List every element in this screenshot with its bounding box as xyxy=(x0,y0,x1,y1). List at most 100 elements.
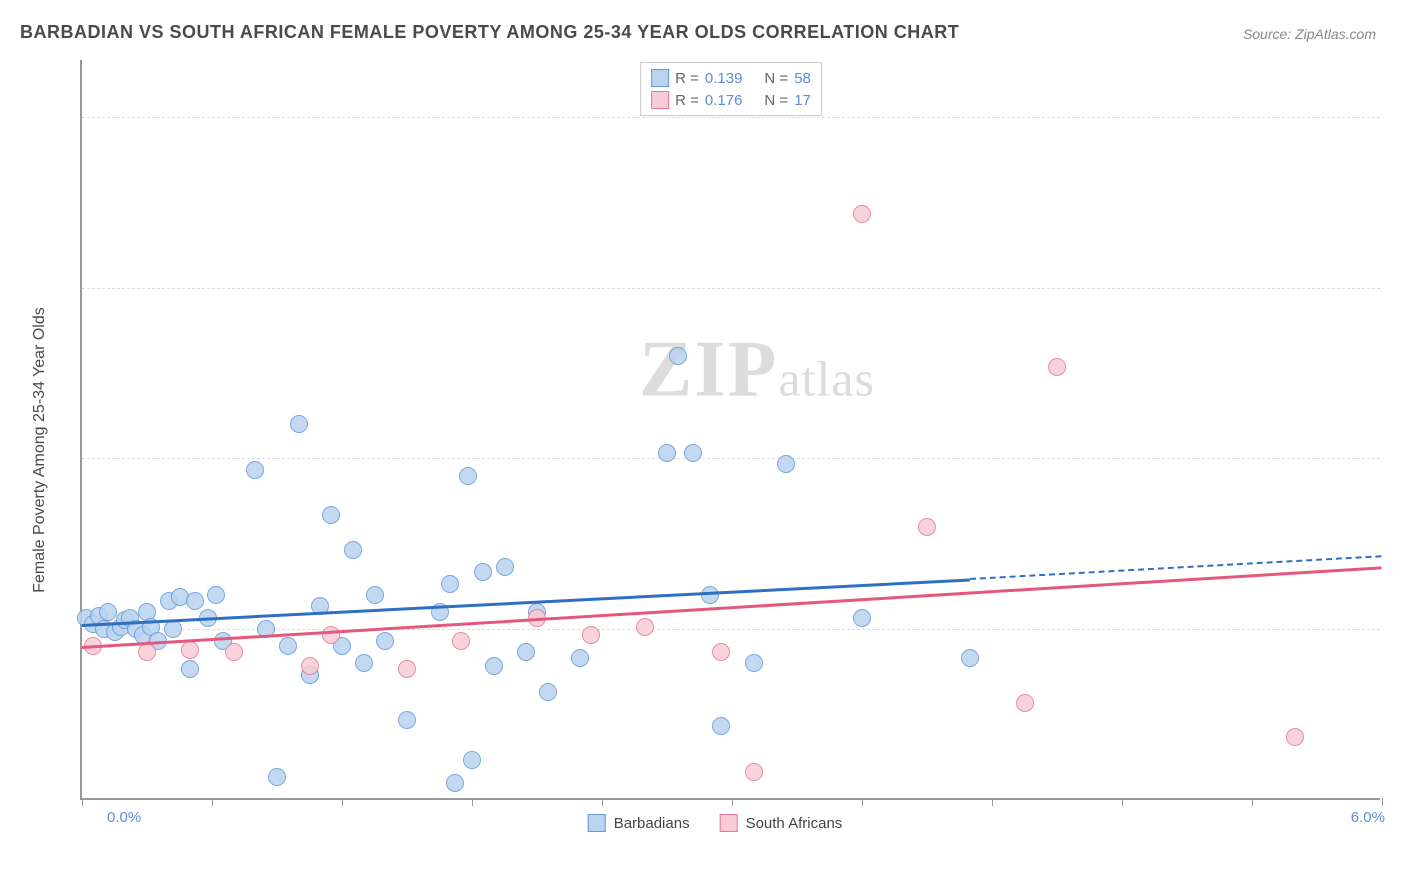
scatter-point xyxy=(246,461,264,479)
bottom-legend: Barbadians South Africans xyxy=(588,814,843,832)
x-axis-max-label: 6.0% xyxy=(1351,809,1385,826)
y-tick-label: 60.0% xyxy=(1390,108,1406,125)
scatter-point xyxy=(181,641,199,659)
scatter-point xyxy=(398,711,416,729)
scatter-point xyxy=(279,637,297,655)
scatter-point xyxy=(701,586,719,604)
legend-item: South Africans xyxy=(720,814,843,832)
scatter-point xyxy=(745,763,763,781)
stat-n-label: N = xyxy=(764,70,788,87)
watermark-main: ZIP xyxy=(639,325,778,413)
x-tick xyxy=(1382,798,1383,806)
scatter-point xyxy=(181,660,199,678)
gridline xyxy=(82,458,1380,459)
scatter-point xyxy=(474,563,492,581)
scatter-point xyxy=(539,683,557,701)
x-tick xyxy=(992,798,993,806)
scatter-point xyxy=(961,649,979,667)
scatter-point xyxy=(355,654,373,672)
x-tick xyxy=(212,798,213,806)
scatter-point xyxy=(138,643,156,661)
x-tick xyxy=(732,798,733,806)
chart-area: Female Poverty Among 25-34 Year Olds ZIP… xyxy=(50,60,1380,840)
scatter-point xyxy=(164,620,182,638)
scatter-point xyxy=(225,643,243,661)
scatter-point xyxy=(446,774,464,792)
legend-swatch xyxy=(651,91,669,109)
scatter-point xyxy=(452,632,470,650)
scatter-point xyxy=(712,717,730,735)
plot-region: ZIPatlas R =0.139N =58R =0.176N =17 0.0%… xyxy=(80,60,1380,800)
x-tick xyxy=(472,798,473,806)
source-label: Source: ZipAtlas.com xyxy=(1243,26,1376,42)
scatter-point xyxy=(496,558,514,576)
scatter-point xyxy=(376,632,394,650)
watermark: ZIPatlas xyxy=(639,324,875,415)
scatter-point xyxy=(1016,694,1034,712)
y-tick-label: 30.0% xyxy=(1390,450,1406,467)
y-tick-label: 45.0% xyxy=(1390,279,1406,296)
chart-title: BARBADIAN VS SOUTH AFRICAN FEMALE POVERT… xyxy=(20,22,959,43)
scatter-point xyxy=(463,751,481,769)
scatter-point xyxy=(571,649,589,667)
gridline xyxy=(82,117,1380,118)
stat-n-label: N = xyxy=(764,92,788,109)
scatter-point xyxy=(669,347,687,365)
gridline xyxy=(82,288,1380,289)
watermark-sub: atlas xyxy=(778,350,875,406)
scatter-point xyxy=(366,586,384,604)
y-tick-label: 15.0% xyxy=(1390,621,1406,638)
scatter-point xyxy=(1286,728,1304,746)
legend-swatch xyxy=(720,814,738,832)
stat-r-label: R = xyxy=(675,70,699,87)
scatter-point xyxy=(853,609,871,627)
scatter-point xyxy=(398,660,416,678)
scatter-point xyxy=(684,444,702,462)
scatter-point xyxy=(712,643,730,661)
scatter-point xyxy=(1048,358,1066,376)
scatter-point xyxy=(344,541,362,559)
trend-line xyxy=(82,567,1382,649)
stat-r-label: R = xyxy=(675,92,699,109)
scatter-point xyxy=(290,415,308,433)
x-tick xyxy=(862,798,863,806)
scatter-point xyxy=(485,657,503,675)
legend-swatch xyxy=(651,69,669,87)
scatter-point xyxy=(207,586,225,604)
scatter-point xyxy=(322,626,340,644)
x-tick xyxy=(82,798,83,806)
scatter-point xyxy=(853,205,871,223)
x-tick xyxy=(1122,798,1123,806)
stats-box: R = 0.139 N = 58 R = 0.176 N = 17 xyxy=(640,62,822,116)
scatter-point xyxy=(745,654,763,672)
stat-n-value: 58 xyxy=(794,70,811,87)
scatter-point xyxy=(268,768,286,786)
stats-row: R = 0.139 N = 58 xyxy=(651,67,811,89)
x-tick xyxy=(602,798,603,806)
gridline xyxy=(82,629,1380,630)
x-tick xyxy=(1252,798,1253,806)
scatter-point xyxy=(517,643,535,661)
stat-r-value: 0.176 xyxy=(705,92,743,109)
x-axis-min-label: 0.0% xyxy=(107,809,141,826)
scatter-point xyxy=(636,618,654,636)
scatter-point xyxy=(459,467,477,485)
stat-r-value: 0.139 xyxy=(705,70,743,87)
scatter-point xyxy=(99,603,117,621)
scatter-point xyxy=(441,575,459,593)
legend-swatch xyxy=(588,814,606,832)
scatter-point xyxy=(322,506,340,524)
scatter-point xyxy=(582,626,600,644)
trend-line-dashed xyxy=(970,555,1382,580)
scatter-point xyxy=(658,444,676,462)
stat-n-value: 17 xyxy=(794,92,811,109)
y-axis-label: Female Poverty Among 25-34 Year Olds xyxy=(31,307,49,593)
stats-row: R = 0.176 N = 17 xyxy=(651,89,811,111)
legend-item: Barbadians xyxy=(588,814,690,832)
scatter-point xyxy=(186,592,204,610)
legend-label: Barbadians xyxy=(614,815,690,832)
scatter-point xyxy=(777,455,795,473)
scatter-point xyxy=(301,657,319,675)
x-tick xyxy=(342,798,343,806)
legend-label: South Africans xyxy=(746,815,843,832)
